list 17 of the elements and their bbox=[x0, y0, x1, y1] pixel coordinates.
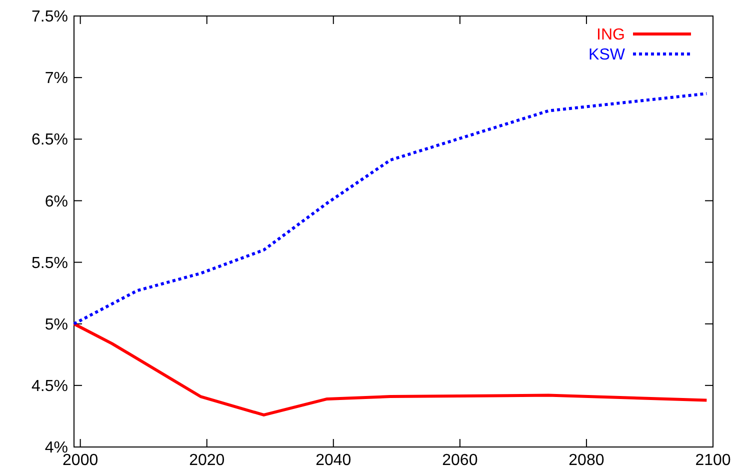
y-tick-label: 6.5% bbox=[32, 132, 68, 149]
x-tick-label: 2040 bbox=[316, 452, 352, 469]
x-tick-label: 2100 bbox=[695, 452, 731, 469]
y-tick-label: 7% bbox=[44, 70, 68, 88]
x-tick-label: 2060 bbox=[442, 452, 478, 469]
y-tick-label: 7.5% bbox=[32, 8, 68, 26]
x-tick-label: 2000 bbox=[62, 452, 98, 469]
x-tick-label: 2020 bbox=[189, 452, 225, 469]
x-tick-label: 2080 bbox=[568, 452, 604, 469]
y-tick-label: 5% bbox=[44, 316, 68, 334]
legend-label: ING bbox=[596, 26, 625, 44]
y-tick-label: 6% bbox=[44, 193, 68, 210]
legend-label: KSW bbox=[588, 46, 626, 64]
y-tick-label: 5.5% bbox=[32, 254, 68, 272]
line-series bbox=[72, 322, 708, 416]
y-tick-label: 4.5% bbox=[32, 378, 68, 396]
line-series bbox=[72, 92, 708, 326]
